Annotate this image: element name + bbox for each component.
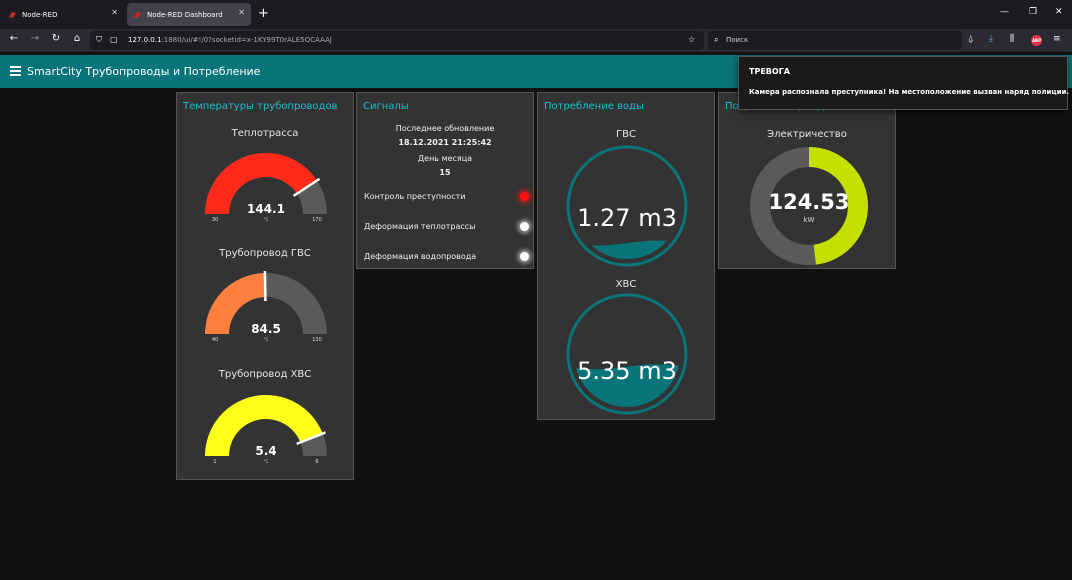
last-update-value: 18.12.2021 21:25:42 — [398, 138, 492, 147]
gauge-unit: °C — [264, 217, 269, 222]
gauge-max: 170 — [312, 217, 322, 223]
tank-title: ХВС — [615, 279, 637, 290]
forward-icon[interactable]: → — [30, 33, 40, 44]
tab-title: Node-RED Dashboard — [147, 10, 223, 19]
search-input[interactable]: Поиск — [726, 36, 749, 44]
browser-nav-bar: ← → ↻ ⌂ ⛉ ▢ 127.0.0.1:1880/ui/#!/0?socke… — [0, 29, 1072, 52]
card-water-consumption: Потребление воды ГВС 1.27 m3 ХВС 5.35 m3 — [537, 92, 715, 420]
gauge-min: 40 — [212, 337, 218, 343]
app-menu-icon[interactable]: ≡ — [1053, 34, 1061, 44]
gauge-cold-water-pipe: 5.4 °C 1 6 — [205, 395, 327, 465]
back-icon[interactable]: ← — [9, 33, 19, 44]
led-label: Контроль преступности — [364, 192, 466, 201]
card-title: Потребление воды — [544, 101, 644, 112]
notification-message: Камера распознала преступника! На местоп… — [749, 88, 1070, 96]
gauge-title: Трубопровод ХВС — [218, 369, 312, 380]
gauge-value-arc — [205, 273, 266, 334]
browser-tab-node-red[interactable]: Node-RED ✕ — [2, 3, 124, 26]
donut-electricity: 124.53 kW — [750, 147, 868, 265]
donut-value-arc — [750, 147, 868, 265]
led-crime-control: Контроль преступности — [364, 190, 529, 204]
tab-title: Node-RED — [22, 10, 58, 19]
gauge-heating-main: 144.1 °C 30 170 — [205, 153, 327, 223]
close-icon[interactable]: ✕ — [111, 8, 118, 17]
adblock-icon[interactable]: ABP — [1031, 35, 1042, 46]
donut-unit: kW — [804, 216, 815, 224]
card-resource-consumption: Потребление ресурсов Электричество 124.5… — [718, 92, 896, 269]
day-of-month-label: День месяца — [417, 154, 473, 163]
donut-title: Электричество — [767, 129, 847, 140]
url-bar[interactable]: ⛉ ▢ 127.0.0.1:1880/ui/#!/0?socketid=x-1K… — [90, 31, 704, 50]
gauge-hot-water-pipe: 84.5 °C 40 130 — [205, 271, 327, 343]
gauge-needle — [292, 177, 321, 197]
download-icon[interactable]: ⤓ — [989, 34, 993, 44]
gauge-value-arc — [205, 395, 323, 456]
card-signals: Сигналы Последнее обновление 18.12.2021 … — [356, 92, 534, 269]
gauge-value: 84.5 — [251, 322, 281, 336]
gauge-title: Теплотрасса — [231, 128, 299, 139]
node-red-dashboard-icon — [133, 10, 142, 19]
gauge-needle — [296, 431, 326, 446]
shield-icon[interactable]: ⛉ — [96, 35, 102, 44]
bookmark-star-icon[interactable]: ☆ — [688, 35, 696, 44]
restore-icon[interactable]: ❐ — [1029, 7, 1038, 17]
gauge-value: 5.4 — [255, 444, 276, 458]
card-title: Температуры трубопроводов — [183, 101, 338, 112]
tank-outline — [566, 145, 688, 267]
reload-icon[interactable]: ↻ — [51, 33, 61, 44]
hamburger-menu-icon[interactable] — [10, 66, 21, 76]
gauge-unit: °C — [264, 459, 269, 464]
tank-cold-water: 5.35 m3 — [566, 293, 688, 415]
tank-value: 5.35 m3 — [577, 357, 677, 385]
url-text[interactable]: 127.0.0.1:1880/ui/#!/0?socketid=x-1KY99T… — [128, 36, 332, 44]
search-icon: ⌕ — [714, 35, 719, 44]
tank-hot-water: 1.27 m3 — [566, 145, 688, 267]
account-icon[interactable]: ⍙ — [968, 34, 974, 44]
led-heating-deformation: Деформация теплотрассы — [364, 220, 529, 234]
led-label: Деформация водопровода — [364, 252, 477, 261]
library-icon[interactable]: ⫼ — [1010, 34, 1015, 44]
gauge-title: Трубопровод ГВС — [219, 248, 311, 259]
home-icon[interactable]: ⌂ — [73, 33, 81, 44]
card-pipeline-temperatures: Температуры трубопроводов Теплотрасса 14… — [176, 92, 354, 480]
led-label: Деформация теплотрассы — [364, 222, 476, 231]
led-indicator — [520, 222, 529, 231]
gauge-value-arc — [205, 153, 317, 214]
tank-outline — [566, 293, 688, 415]
gauge-min: 1 — [213, 459, 216, 465]
minimize-icon[interactable]: — — [1000, 7, 1009, 17]
card-title: Сигналы — [363, 101, 409, 112]
page-title: SmartCity Трубопроводы и Потребление — [27, 65, 261, 78]
new-tab-icon[interactable]: + — [258, 6, 269, 21]
gauge-max: 6 — [315, 459, 318, 465]
tank-value: 1.27 m3 — [577, 204, 677, 232]
led-indicator — [520, 192, 529, 201]
gauge-needle — [263, 271, 267, 302]
window-close-icon[interactable]: ✕ — [1055, 7, 1063, 17]
tank-fill — [574, 240, 680, 259]
led-indicator — [520, 252, 529, 261]
gauge-unit: °C — [264, 337, 269, 342]
gauge-min: 30 — [212, 217, 218, 223]
gauge-value: 144.1 — [247, 202, 285, 216]
day-of-month-value: 15 — [439, 168, 451, 177]
alarm-notification[interactable]: ТРЕВОГА Камера распознала преступника! Н… — [738, 56, 1070, 110]
browser-tab-dashboard[interactable]: Node-RED Dashboard ✕ — [127, 3, 251, 26]
page-info-icon[interactable]: ▢ — [110, 35, 118, 44]
last-update-label: Последнее обновление — [395, 124, 495, 133]
tank-title: ГВС — [616, 129, 636, 140]
browser-tab-bar: Node-RED ✕ Node-RED Dashboard ✕ + — ❐ ✕ — [0, 0, 1072, 29]
gauge-max: 130 — [312, 337, 322, 343]
led-water-pipe-deformation: Деформация водопровода — [364, 250, 529, 264]
node-red-icon — [8, 10, 17, 19]
search-bar[interactable]: ⌕ Поиск — [708, 31, 962, 50]
close-icon[interactable]: ✕ — [238, 8, 245, 17]
donut-value: 124.53 — [768, 190, 849, 214]
notification-title: ТРЕВОГА — [749, 67, 790, 76]
